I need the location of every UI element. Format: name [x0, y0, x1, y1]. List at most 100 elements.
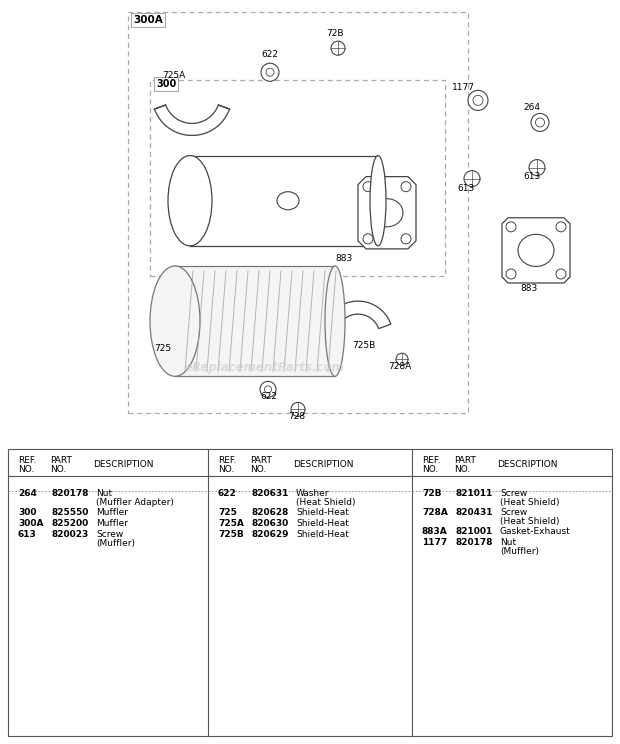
Text: Shield-Heat: Shield-Heat: [296, 507, 349, 516]
Text: PART: PART: [50, 455, 72, 464]
Text: NO.: NO.: [18, 464, 34, 474]
Ellipse shape: [168, 155, 212, 246]
Text: DESCRIPTION: DESCRIPTION: [93, 460, 154, 469]
Circle shape: [468, 90, 488, 110]
Text: 825550: 825550: [51, 507, 89, 516]
Text: REF.: REF.: [422, 455, 440, 464]
Text: Muffler: Muffler: [96, 507, 128, 516]
Circle shape: [291, 403, 305, 417]
Text: 820178: 820178: [455, 538, 492, 547]
Text: 300A: 300A: [18, 519, 43, 527]
Text: (Heat Shield): (Heat Shield): [500, 498, 559, 507]
Polygon shape: [175, 266, 335, 376]
Text: 820631: 820631: [251, 489, 288, 498]
Circle shape: [260, 382, 276, 397]
Text: 613: 613: [18, 530, 37, 539]
Text: Gasket-Exhaust: Gasket-Exhaust: [500, 527, 571, 536]
Text: Shield-Heat: Shield-Heat: [296, 519, 349, 527]
Text: 264: 264: [523, 103, 540, 112]
Circle shape: [506, 269, 516, 279]
Circle shape: [464, 170, 480, 187]
Text: 300: 300: [156, 80, 176, 89]
Text: 725B: 725B: [218, 530, 244, 539]
Polygon shape: [154, 105, 229, 135]
Text: Screw: Screw: [96, 530, 123, 539]
Text: 300: 300: [18, 507, 37, 516]
Text: 1177: 1177: [422, 538, 447, 547]
Text: 728A: 728A: [422, 507, 448, 516]
Text: DESCRIPTION: DESCRIPTION: [497, 460, 557, 469]
Text: 821001: 821001: [455, 527, 492, 536]
Text: REF.: REF.: [218, 455, 236, 464]
Circle shape: [363, 234, 373, 244]
Text: 821011: 821011: [455, 489, 492, 498]
Circle shape: [261, 63, 279, 81]
Text: (Muffler): (Muffler): [96, 539, 135, 548]
Circle shape: [531, 113, 549, 132]
Polygon shape: [190, 155, 378, 246]
Text: Shield-Heat: Shield-Heat: [296, 530, 349, 539]
Text: (Heat Shield): (Heat Shield): [296, 498, 355, 507]
Text: 72B: 72B: [422, 489, 441, 498]
Text: Nut: Nut: [500, 538, 516, 547]
Text: 820629: 820629: [251, 530, 288, 539]
Text: Washer: Washer: [296, 489, 329, 498]
Text: NO.: NO.: [422, 464, 438, 474]
Text: (Muffler Adapter): (Muffler Adapter): [96, 498, 174, 507]
Text: 820630: 820630: [251, 519, 288, 527]
Text: 300A: 300A: [133, 15, 162, 25]
Circle shape: [506, 222, 516, 232]
Text: REF.: REF.: [18, 455, 37, 464]
Text: PART: PART: [454, 455, 476, 464]
Text: 820023: 820023: [51, 530, 88, 539]
Text: 725A: 725A: [162, 71, 185, 80]
Text: 728A: 728A: [388, 362, 411, 371]
Text: PART: PART: [250, 455, 272, 464]
Text: 622: 622: [218, 489, 237, 498]
Circle shape: [401, 234, 411, 244]
Text: 883A: 883A: [422, 527, 448, 536]
Text: 728: 728: [288, 412, 305, 422]
Text: 622: 622: [260, 392, 277, 402]
Text: 72B: 72B: [326, 29, 343, 38]
Text: 725A: 725A: [218, 519, 244, 527]
Text: NO.: NO.: [218, 464, 234, 474]
Text: eReplacementParts.com: eReplacementParts.com: [185, 362, 345, 374]
Text: NO.: NO.: [250, 464, 266, 474]
Text: Muffler: Muffler: [96, 519, 128, 527]
Circle shape: [363, 182, 373, 192]
Text: NO.: NO.: [50, 464, 66, 474]
Text: 725: 725: [218, 507, 237, 516]
Text: DESCRIPTION: DESCRIPTION: [293, 460, 353, 469]
Polygon shape: [358, 176, 416, 249]
Text: 825200: 825200: [51, 519, 88, 527]
Text: (Heat Shield): (Heat Shield): [500, 516, 559, 526]
Text: 725B: 725B: [352, 341, 375, 350]
Text: 613: 613: [457, 184, 474, 193]
Text: 725: 725: [154, 344, 171, 353]
Text: 820628: 820628: [251, 507, 288, 516]
Ellipse shape: [370, 155, 386, 246]
Text: 264: 264: [18, 489, 37, 498]
Text: (Muffler): (Muffler): [500, 547, 539, 556]
Text: 820178: 820178: [51, 489, 89, 498]
Circle shape: [556, 222, 566, 232]
Text: 613: 613: [523, 172, 540, 181]
Text: 622: 622: [261, 50, 278, 60]
Text: 1177: 1177: [452, 83, 475, 92]
Text: 820431: 820431: [455, 507, 492, 516]
Circle shape: [396, 353, 408, 365]
Text: Nut: Nut: [96, 489, 112, 498]
Text: NO.: NO.: [454, 464, 470, 474]
Polygon shape: [325, 301, 391, 329]
Text: Screw: Screw: [500, 507, 527, 516]
Ellipse shape: [325, 266, 345, 376]
Circle shape: [401, 182, 411, 192]
Ellipse shape: [150, 266, 200, 376]
Text: 883: 883: [335, 254, 352, 263]
Circle shape: [556, 269, 566, 279]
Text: 883: 883: [520, 284, 538, 293]
Circle shape: [529, 159, 545, 176]
Circle shape: [331, 41, 345, 55]
Polygon shape: [502, 218, 570, 283]
